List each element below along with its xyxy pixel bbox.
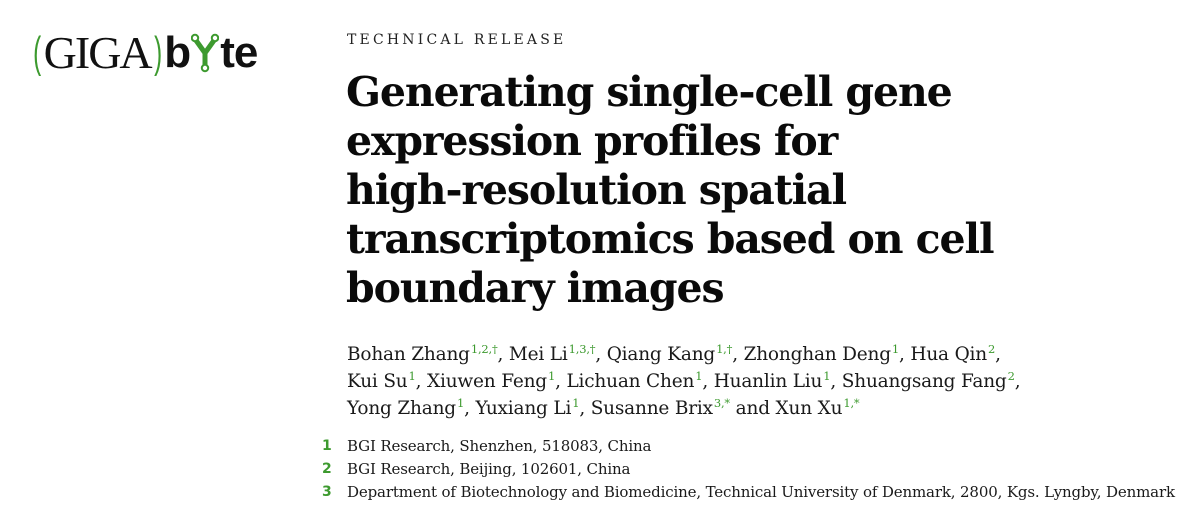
author-separator: , [555, 371, 567, 392]
affiliation-item: 2 BGI Research, Beijing, 102601, China [322, 458, 1182, 481]
affiliation-text: BGI Research, Shenzhen, 518083, China [347, 437, 652, 455]
affiliation-text: BGI Research, Beijing, 102601, China [347, 460, 631, 478]
author-affiliation-marker[interactable]: 2 [1007, 369, 1015, 383]
author-name[interactable]: Susanne Brix [590, 398, 713, 419]
author-affiliation-marker[interactable]: 1 [572, 396, 580, 410]
author-name[interactable]: Yuxiang Li [475, 398, 572, 419]
author-separator: , [830, 371, 842, 392]
title-line: Generating single-cell gene [346, 68, 953, 116]
author-separator: , [415, 371, 428, 392]
author-separator: , [995, 344, 1001, 365]
author-name[interactable]: Xiuwen Feng [427, 371, 547, 392]
author-line: Yong Zhang1, Yuxiang Li1, Susanne Brix3,… [347, 395, 1167, 422]
author-affiliation-marker[interactable]: 1 [408, 369, 416, 383]
author-affiliation-marker[interactable]: 1,2,† [470, 342, 498, 356]
author-separator: , [595, 344, 607, 365]
logo-byte-text: b te [164, 28, 258, 77]
author-name[interactable]: Zhonghan Deng [743, 344, 892, 365]
affiliation-number: 2 [322, 461, 332, 477]
article-title: Generating single-cell gene expression p… [346, 68, 1066, 313]
title-line: boundary images [346, 264, 725, 312]
author-separator: , [702, 371, 714, 392]
author-separator: and [729, 398, 776, 419]
author-list: Bohan Zhang1,2,†, Mei Li1,3,†, Qiang Kan… [347, 341, 1167, 422]
author-name[interactable]: Hua Qin [910, 344, 987, 365]
author-separator: , [899, 344, 911, 365]
article-type-label: TECHNICAL RELEASE [347, 32, 567, 48]
affiliation-number: 3 [322, 484, 332, 500]
author-name[interactable]: Lichuan Chen [566, 371, 695, 392]
affiliation-item: 3 Department of Biotechnology and Biomed… [322, 481, 1182, 504]
author-affiliation-marker[interactable]: 3,* [713, 396, 730, 410]
author-name[interactable]: Qiang Kang [606, 344, 716, 365]
affiliation-item: 1 BGI Research, Shenzhen, 518083, China [322, 435, 1182, 458]
gigabyte-logo[interactable]: ( GIGA ) b te [30, 27, 258, 78]
author-separator: , [497, 344, 509, 365]
logo-b: b [164, 28, 191, 77]
author-name[interactable]: Huanlin Liu [713, 371, 823, 392]
logo-close-paren: ) [153, 28, 162, 77]
author-separator: , [464, 398, 476, 419]
author-line: Kui Su1, Xiuwen Feng1, Lichuan Chen1, Hu… [347, 368, 1167, 395]
affiliation-number: 1 [322, 438, 332, 454]
affiliation-text: Department of Biotechnology and Biomedic… [347, 483, 1175, 501]
author-name[interactable]: Xun Xu [775, 398, 843, 419]
author-name[interactable]: Kui Su [347, 371, 408, 392]
author-separator: , [1014, 371, 1021, 392]
author-name[interactable]: Bohan Zhang [347, 344, 470, 365]
author-affiliation-marker[interactable]: 1 [891, 342, 900, 356]
author-affiliation-marker[interactable]: 1,* [843, 396, 860, 410]
author-name[interactable]: Mei Li [508, 344, 568, 365]
title-line: high-resolution spatial [346, 166, 847, 214]
author-affiliation-marker[interactable]: 1 [695, 369, 703, 383]
author-affiliation-marker[interactable]: 2 [987, 342, 996, 356]
author-affiliation-marker[interactable]: 1,3,† [568, 342, 596, 356]
author-name[interactable]: Yong Zhang [347, 398, 456, 419]
affiliation-list: 1 BGI Research, Shenzhen, 518083, China … [322, 435, 1182, 504]
author-name[interactable]: Shuangsang Fang [841, 371, 1007, 392]
author-affiliation-marker[interactable]: 1 [823, 369, 831, 383]
logo-te: te [220, 28, 258, 77]
author-affiliation-marker[interactable]: 1,† [716, 342, 733, 356]
logo-giga-text: GIGA [43, 27, 153, 78]
logo-open-paren: ( [33, 28, 41, 77]
author-affiliation-marker[interactable]: 1 [456, 396, 465, 410]
title-line: expression profiles for [346, 117, 838, 165]
author-separator: , [732, 344, 744, 365]
circuit-y-icon [190, 33, 220, 73]
title-line: transcriptomics based on cell [346, 215, 995, 263]
author-line: Bohan Zhang1,2,†, Mei Li1,3,†, Qiang Kan… [347, 341, 1167, 368]
author-separator: , [579, 398, 591, 419]
author-affiliation-marker[interactable]: 1 [547, 369, 556, 383]
